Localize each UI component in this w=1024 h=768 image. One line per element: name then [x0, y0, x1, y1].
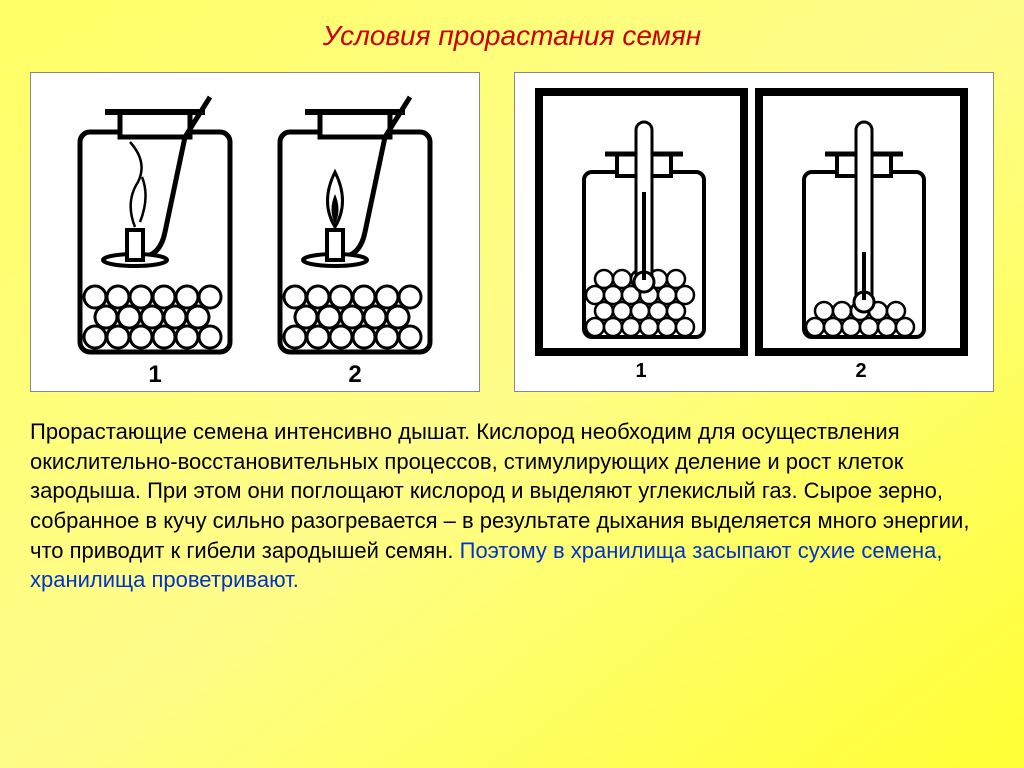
jar2-label-right: 2 [855, 360, 866, 382]
candle-jars-svg: 1 2 [40, 82, 470, 382]
figure-thermometer-jars: 1 2 [514, 72, 994, 392]
thermometer-jars-svg: 1 2 [524, 82, 984, 382]
page-title: Условия прорастания семян [30, 20, 994, 52]
figure-candle-jars: 1 2 [30, 72, 480, 392]
jar1-label: 1 [148, 361, 161, 382]
jar2-label: 2 [348, 361, 361, 382]
body-text: Прорастающие семена интенсивно дышат. Ки… [30, 417, 994, 595]
jar1-label-right: 1 [635, 360, 646, 382]
figures-row: 1 2 [30, 72, 994, 392]
